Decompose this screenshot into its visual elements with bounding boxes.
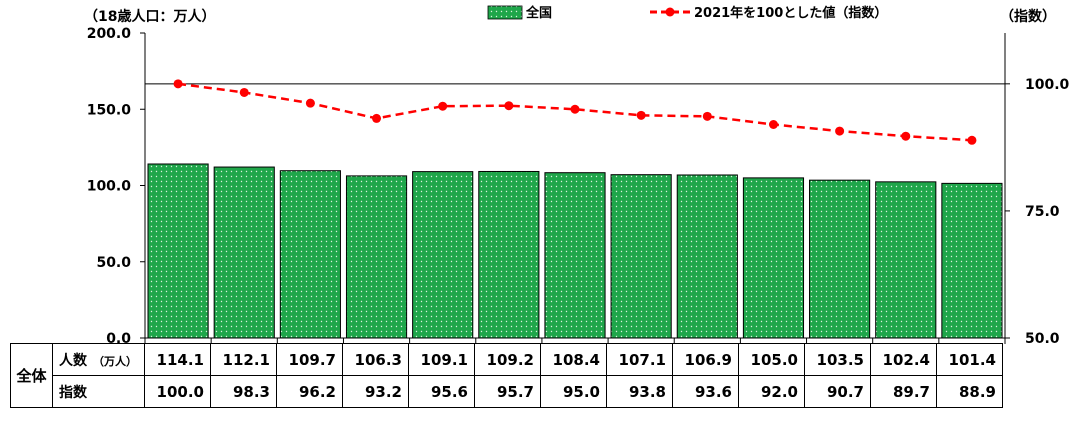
legend-line-marker	[665, 7, 675, 17]
table-cell: 105.0	[738, 343, 805, 376]
table-cell: 92.0	[738, 375, 805, 408]
row-label-text: 人数	[59, 352, 87, 369]
left-tick-label: 50.0	[96, 255, 131, 271]
table-cell: 90.7	[804, 375, 871, 408]
table-cell: 95.6	[408, 375, 475, 408]
left-tick-label: 0.0	[106, 331, 131, 344]
bar	[875, 181, 937, 339]
bar	[412, 171, 474, 339]
table-cell: 93.8	[606, 375, 673, 408]
line-point	[239, 87, 249, 97]
row-unit-text: （万人）	[93, 354, 137, 368]
table-cell: 93.2	[342, 375, 409, 408]
line-point	[173, 79, 183, 89]
line-point	[305, 98, 315, 108]
table-cell: 109.7	[276, 343, 343, 376]
bar	[345, 175, 408, 339]
line-series	[173, 79, 977, 145]
line-point	[967, 135, 977, 145]
bar	[147, 163, 209, 339]
line-point	[835, 126, 845, 136]
line-point	[438, 101, 448, 111]
table-cell: 95.7	[474, 375, 541, 408]
table-cell: 107.1	[606, 343, 673, 376]
left-tick-label: 150.0	[87, 102, 132, 118]
table-row-population: 全体 人数 （万人） 114.1 112.1 109.7 106.3 109.1 …	[10, 343, 1003, 408]
table-cell: 106.3	[342, 343, 409, 376]
right-tick-label: 75.0	[1025, 204, 1060, 220]
bar	[941, 182, 1003, 339]
legend: 全国 2021年を100とした値（指数）	[487, 5, 887, 21]
table-cell: 106.9	[672, 343, 739, 376]
right-tick-label: 50.0	[1025, 331, 1060, 344]
bar	[809, 179, 871, 339]
line-point	[768, 120, 778, 129]
table-cell: 95.0	[540, 375, 607, 408]
legend-label-bar: 全国	[525, 5, 552, 21]
table-cell: 89.7	[870, 375, 937, 408]
table-row-label-population: 人数 （万人）	[52, 343, 145, 376]
bar	[279, 170, 341, 339]
bar	[676, 174, 738, 339]
table-cell: 109.1	[408, 343, 475, 376]
table-cell: 103.5	[804, 343, 871, 376]
table-cell: 98.3	[210, 375, 277, 408]
left-axis-title: （18歳人口：万人）	[84, 8, 215, 25]
line-point	[570, 104, 580, 114]
bar	[213, 166, 275, 339]
table-cell: 114.1	[144, 343, 211, 376]
right-axis-title: （指数）	[1000, 8, 1056, 25]
bar	[544, 172, 606, 339]
line-point	[636, 110, 646, 120]
line-point	[372, 113, 382, 123]
legend-label-line: 2021年を100とした値（指数）	[694, 5, 887, 21]
table-cell: 88.9	[936, 375, 1003, 408]
line-point	[702, 111, 712, 121]
line-point	[901, 131, 911, 141]
legend-swatch-bar	[487, 5, 523, 20]
bar	[610, 174, 672, 339]
bar-series	[147, 163, 1003, 339]
table-row-index: 指数 100.0 98.3 96.2 93.2 95.6 95.7 95.0 9…	[11, 375, 1003, 408]
table-cell: 108.4	[540, 343, 607, 376]
right-tick-label: 100.0	[1025, 77, 1070, 93]
table-cell: 109.2	[474, 343, 541, 376]
table-cell: 100.0	[144, 375, 211, 408]
left-tick-label: 100.0	[87, 179, 132, 195]
row-label-text: 指数	[59, 384, 87, 401]
table-cell: 102.4	[870, 343, 937, 376]
left-axis-ticks: 0.0 50.0 100.0 150.0 200.0	[87, 26, 145, 344]
table-cell: 101.4	[936, 343, 1003, 376]
bar	[742, 177, 805, 339]
table-group-label: 全体	[10, 343, 53, 408]
table-cell: 96.2	[276, 375, 343, 408]
line-point	[504, 101, 514, 111]
right-axis-ticks: 50.0 75.0 100.0	[1005, 77, 1070, 344]
table-row-label-index: 指数	[52, 375, 145, 408]
table-cell: 112.1	[210, 343, 277, 376]
left-tick-label: 200.0	[87, 26, 132, 42]
table-cell: 93.6	[672, 375, 739, 408]
bar	[478, 170, 540, 339]
chart: 0.0 50.0 100.0 150.0 200.0 50.0 75.0 100.0 202…	[84, 5, 1070, 344]
data-table: 全体 人数 （万人） 114.1 112.1 109.7 106.3 109.1 …	[10, 343, 1003, 408]
